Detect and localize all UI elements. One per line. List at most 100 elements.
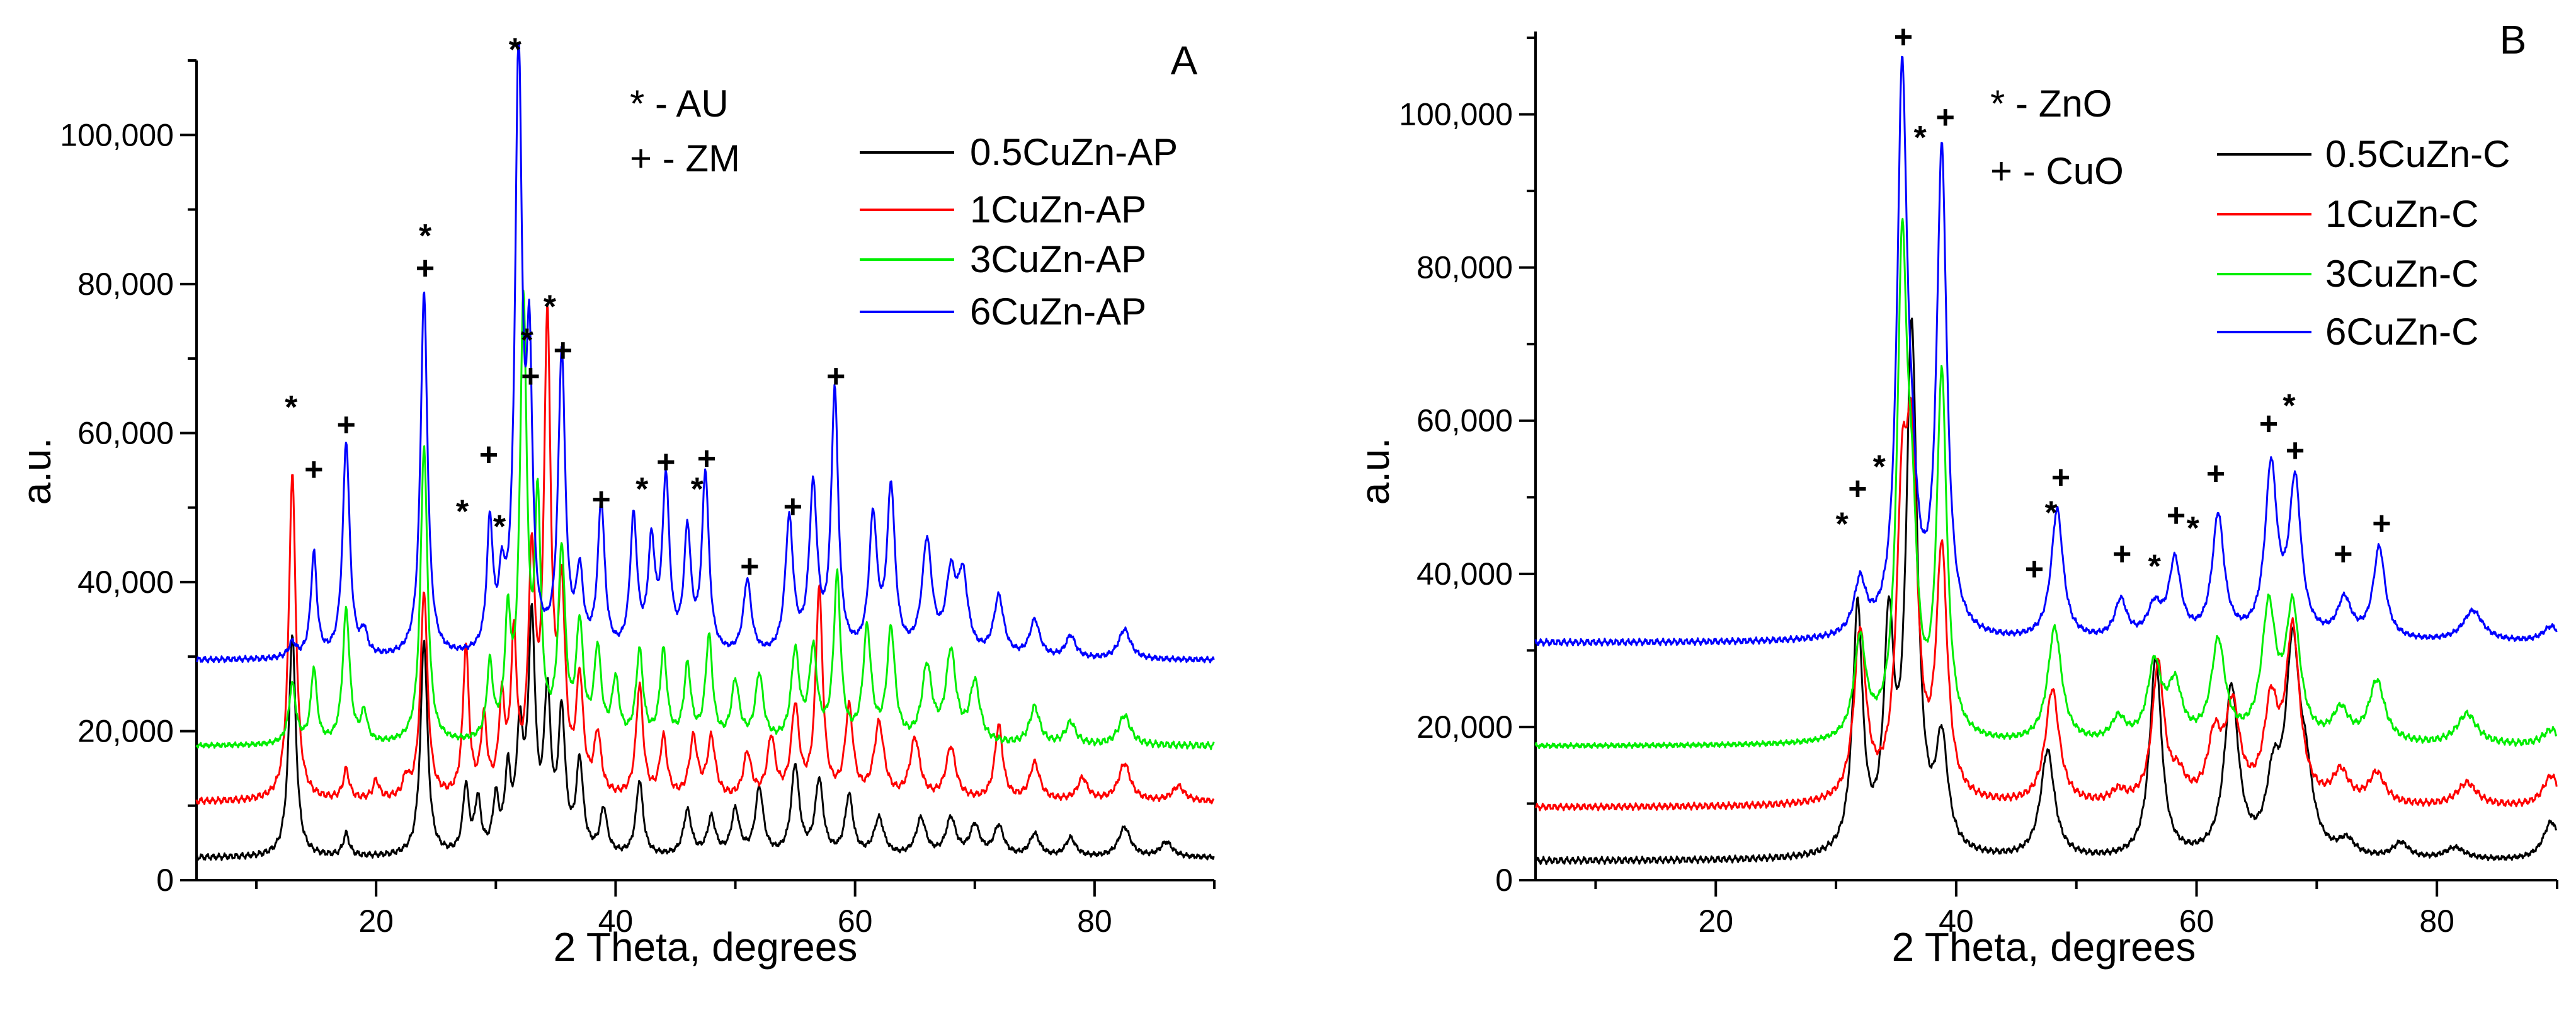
- plus-marker: +: [479, 437, 498, 473]
- panel-b: 0 20,000 40,000 60,000 80,000 100,000 20 40 60 8…: [1352, 17, 2558, 970]
- legend-entry: 3CuZn-C: [2217, 253, 2478, 295]
- legend-label-1: 1CuZn-AP: [970, 188, 1146, 231]
- asterisk-marker: *: [691, 471, 704, 508]
- plus-marker: +: [1848, 471, 1867, 507]
- y-axis-label: a.u.: [14, 438, 59, 505]
- zm-symbol: +: [630, 137, 652, 180]
- plus-marker: +: [336, 407, 355, 444]
- cuo-symbol: +: [1990, 150, 2012, 192]
- series-line-1CuZn-AP: [195, 303, 1215, 805]
- legend: 0.5CuZn-C 1CuZn-C 3CuZn-C 6CuZn-C: [2217, 133, 2510, 353]
- series-line-3CuZn-AP: [195, 289, 1215, 750]
- asterisk-marker: *: [1873, 449, 1886, 486]
- y-tick-label: 60,000: [1416, 403, 1513, 439]
- plus-marker: +: [2025, 551, 2044, 588]
- legend-entry: 6CuZn-AP: [860, 290, 1146, 333]
- legend-label-0: 0.5CuZn-C: [2325, 133, 2510, 175]
- zno-symbol: *: [1990, 83, 2005, 125]
- legend-label-3: 6CuZn-AP: [970, 290, 1146, 333]
- asterisk-marker: *: [521, 323, 534, 359]
- x-axis-label: 2 Theta, degrees: [1892, 924, 2196, 970]
- x-tick-label: 60: [838, 903, 873, 939]
- zno-label: ZnO: [2039, 83, 2112, 125]
- x-ticks: 20 40 60 80: [255, 880, 1216, 939]
- plus-marker: +: [1936, 100, 1955, 136]
- y-tick-label: 20,000: [77, 713, 174, 748]
- series-line-6CuZn-C: [1534, 55, 2558, 647]
- y-tick-label: 40,000: [77, 565, 174, 600]
- plus-marker: +: [591, 481, 610, 518]
- series-line-1CuZn-C: [1534, 396, 2558, 811]
- series-group: [195, 43, 1215, 861]
- legend: 0.5CuZn-AP 1CuZn-AP 3CuZn-AP 6CuZn-AP: [860, 131, 1178, 333]
- plus-marker: +: [656, 444, 675, 481]
- au-symbol: *: [630, 83, 644, 125]
- legend-entry: 1CuZn-AP: [860, 188, 1146, 231]
- x-tick-label: 40: [598, 903, 634, 939]
- x-tick-label: 20: [1698, 903, 1733, 939]
- panel-a: 0 20,000 40,000 60,000 80,000 100,000 20 40 60 8…: [14, 32, 1216, 970]
- asterisk-marker: *: [635, 471, 649, 508]
- x-tick-label: 20: [358, 903, 394, 939]
- asterisk-marker: *: [456, 494, 469, 530]
- peak-markers: *++*+*+***+*++ *+*++++: [285, 32, 845, 585]
- asterisk-marker: *: [1835, 507, 1849, 543]
- asterisk-marker: *: [2187, 510, 2200, 547]
- y-tick-label: 0: [1495, 863, 1513, 898]
- marker-key-cuo: + - CuO: [1990, 150, 2124, 192]
- panel-letter: A: [1171, 38, 1198, 83]
- asterisk-marker: *: [2282, 387, 2296, 424]
- series-group: [1534, 55, 2558, 866]
- plus-marker: +: [2372, 505, 2391, 542]
- asterisk-marker: *: [544, 289, 557, 325]
- marker-key: * - ZnO + - CuO: [1990, 83, 2124, 192]
- y-tick-label: 100,000: [1399, 97, 1513, 132]
- plus-marker: +: [784, 489, 802, 525]
- y-tick-label: 100,000: [60, 117, 174, 152]
- plus-marker: +: [521, 358, 540, 395]
- marker-key-zno: * - ZnO: [1990, 83, 2112, 125]
- marker-key: * - AU + - ZM: [630, 83, 740, 180]
- au-label: AU: [676, 83, 728, 125]
- x-tick-label: 80: [2419, 903, 2454, 939]
- legend-entry: 0.5CuZn-C: [2217, 133, 2510, 175]
- plus-marker: +: [2286, 432, 2305, 469]
- peak-markers: *+*+*++*++ *+ *++ *+++: [1835, 19, 2391, 588]
- legend-label-1: 1CuZn-C: [2325, 193, 2478, 235]
- series-line-0.5CuZn-AP: [196, 602, 1215, 861]
- x-ticks: 20 40 60 80: [1594, 880, 2558, 939]
- legend-label-2: 3CuZn-AP: [970, 238, 1146, 280]
- asterisk-marker: *: [509, 32, 522, 68]
- asterisk-marker: *: [2045, 495, 2058, 532]
- asterisk-marker: *: [285, 389, 298, 426]
- legend-entry: 0.5CuZn-AP: [860, 131, 1178, 173]
- plus-marker: +: [2334, 536, 2352, 572]
- series-line-0.5CuZn-C: [1534, 318, 2558, 866]
- y-tick-label: 0: [156, 863, 174, 898]
- plus-marker: +: [1894, 19, 1913, 55]
- series-line-6CuZn-AP: [195, 43, 1215, 663]
- y-tick-label: 20,000: [1416, 709, 1513, 745]
- x-axis-label: 2 Theta, degrees: [554, 924, 858, 970]
- plus-marker: +: [2167, 498, 2186, 534]
- marker-key-zm: + - ZM: [630, 137, 740, 180]
- plus-marker: +: [554, 332, 573, 369]
- y-axis-label: a.u.: [1352, 438, 1398, 505]
- plus-marker: +: [2206, 456, 2225, 492]
- y-ticks: 0 20,000 40,000 60,000 80,000 100,000: [60, 59, 197, 898]
- x-tick-label: 40: [1939, 903, 1974, 939]
- marker-key-au: * - AU: [630, 83, 729, 125]
- y-tick-label: 60,000: [77, 415, 174, 450]
- y-tick-label: 80,000: [1416, 250, 1513, 285]
- legend-entry: 6CuZn-C: [2217, 311, 2478, 353]
- legend-label-3: 6CuZn-C: [2325, 311, 2478, 353]
- plus-marker: +: [740, 548, 759, 585]
- asterisk-marker: *: [2148, 549, 2162, 585]
- x-tick-label: 60: [2179, 903, 2214, 939]
- legend-entry: 3CuZn-AP: [860, 238, 1146, 280]
- asterisk-marker: *: [419, 218, 432, 255]
- plus-marker: +: [2051, 459, 2070, 496]
- y-ticks: 0 20,000 40,000 60,000 80,000 100,000: [1399, 37, 1536, 898]
- series-line-3CuZn-C: [1534, 217, 2558, 750]
